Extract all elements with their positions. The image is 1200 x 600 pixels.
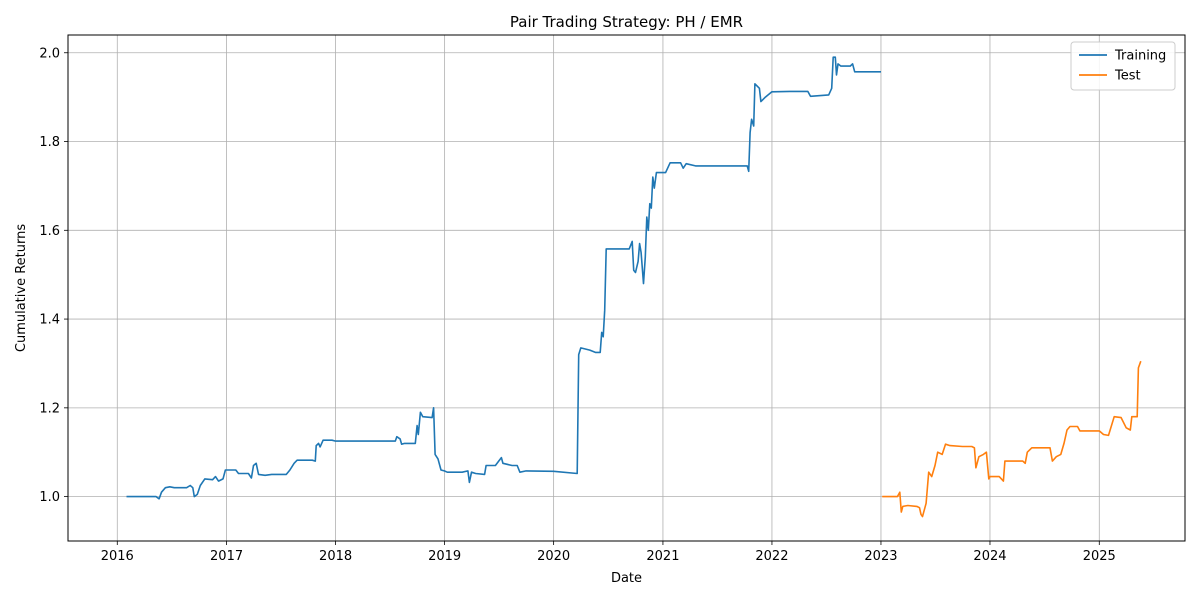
chart-title: Pair Trading Strategy: PH / EMR <box>510 13 743 31</box>
legend-label-test: Test <box>1114 69 1141 84</box>
series-line-test <box>882 360 1142 518</box>
x-tick-label: 2017 <box>210 549 243 564</box>
x-tick-label: 2022 <box>755 549 788 564</box>
x-tick-label: 2024 <box>973 549 1006 564</box>
x-axis-label: Date <box>611 571 642 586</box>
x-tick-label: 2025 <box>1083 549 1116 564</box>
x-tick-label: 2019 <box>428 549 461 564</box>
legend-box <box>1070 41 1176 91</box>
y-tick-label: 1.8 <box>39 135 60 150</box>
ticks: 2016 2017 2018 2019 2020 2021 2022 2023 2024 2025… <box>39 46 1116 564</box>
x-tick-label: 2023 <box>864 549 897 564</box>
y-tick-label: 1.0 <box>39 490 60 505</box>
y-tick-label: 1.4 <box>39 313 60 328</box>
series-line-training <box>126 56 881 500</box>
x-tick-label: 2016 <box>101 549 134 564</box>
y-tick-label: 1.6 <box>39 224 60 239</box>
y-tick-label: 2.0 <box>39 46 60 61</box>
legend-label-training: Training <box>1114 49 1166 64</box>
x-tick-label: 2020 <box>537 549 570 564</box>
legend: Training Test <box>1070 41 1176 91</box>
y-axis-label: Cumulative Returns <box>14 224 29 352</box>
x-tick-label: 2018 <box>319 549 352 564</box>
series-layer <box>126 56 1142 518</box>
grid <box>68 35 1185 541</box>
y-tick-label: 1.2 <box>39 401 60 416</box>
plot-frame <box>67 34 1186 542</box>
x-tick-label: 2021 <box>646 549 679 564</box>
